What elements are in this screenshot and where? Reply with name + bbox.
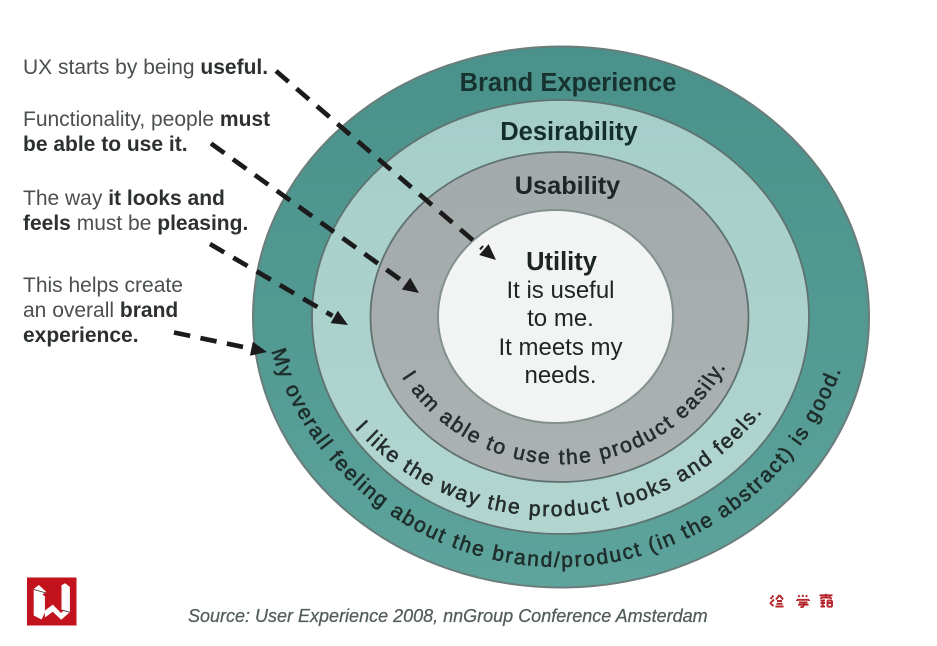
svg-text:Usability: Usability bbox=[515, 172, 620, 200]
svg-text:UX starts by being useful.: UX starts by being useful. bbox=[23, 56, 268, 79]
svg-text:Source: User Experience 2008,: Source: User Experience 2008, nnGroup Co… bbox=[188, 606, 708, 626]
svg-text:The way it looks and: The way it looks and bbox=[23, 187, 225, 210]
svg-text:to me.: to me. bbox=[527, 305, 594, 332]
svg-text:Brand Experience: Brand Experience bbox=[460, 69, 677, 97]
svg-text:experience.: experience. bbox=[23, 324, 139, 347]
svg-text:This helps create: This helps create bbox=[23, 274, 183, 297]
svg-text:an overall brand: an overall brand bbox=[23, 299, 178, 322]
svg-text:Desirability: Desirability bbox=[500, 118, 638, 146]
svg-text:It meets my: It meets my bbox=[498, 334, 622, 361]
svg-text:Utility: Utility bbox=[526, 248, 598, 276]
svg-text:be able to use it.: be able to use it. bbox=[23, 133, 188, 156]
svg-text:needs.: needs. bbox=[524, 362, 596, 389]
svg-text:It is useful: It is useful bbox=[506, 277, 614, 304]
svg-text:Functionality, people must: Functionality, people must bbox=[23, 108, 270, 131]
svg-text:feels must be pleasing.: feels must be pleasing. bbox=[23, 212, 248, 235]
